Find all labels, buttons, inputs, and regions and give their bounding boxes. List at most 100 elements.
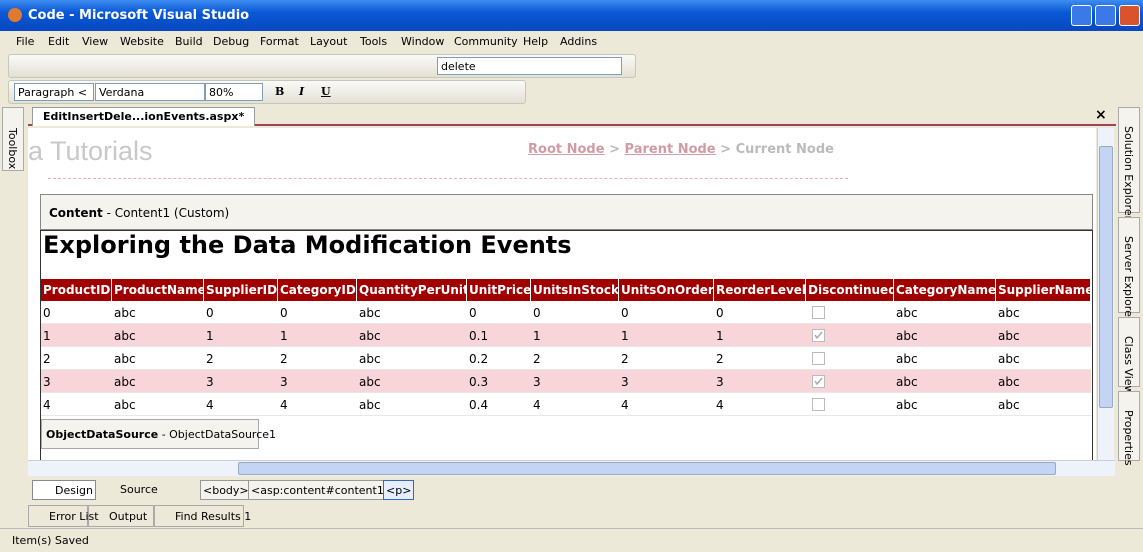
checkbox: [812, 398, 825, 411]
menu-item[interactable]: Addins: [560, 35, 598, 48]
table-cell: abc: [896, 329, 918, 343]
breadcrumb-link[interactable]: Root Node: [528, 142, 605, 157]
scroll-thumb[interactable]: [1099, 146, 1113, 408]
zoom-select[interactable]: 80%: [205, 83, 263, 101]
document-tab[interactable]: EditInsertDele...ionEvents.aspx*: [32, 107, 256, 126]
table-cell: 3: [621, 375, 629, 389]
table-cell: 2: [716, 352, 724, 366]
close-button[interactable]: [1119, 5, 1140, 26]
tag-path-item[interactable]: <body>: [200, 480, 252, 500]
menu-item[interactable]: View: [82, 35, 109, 48]
table-cell: 2: [206, 352, 214, 366]
table-cell: 4: [533, 398, 541, 412]
column-header[interactable]: ReorderLevel: [714, 279, 806, 301]
font-select[interactable]: Verdana: [95, 83, 205, 101]
page-heading: Exploring the Data Modification Events: [43, 231, 572, 259]
table-cell: 0: [280, 306, 288, 320]
side-tab[interactable]: Class View: [1118, 317, 1140, 395]
column-header[interactable]: QuantityPerUnit: [357, 279, 467, 301]
site-title: a Tutorials: [28, 136, 153, 166]
table-cell: 2: [280, 352, 288, 366]
column-header[interactable]: SupplierID: [204, 279, 278, 301]
table-cell: 0.1: [469, 329, 489, 343]
table-cell: 3: [533, 375, 541, 389]
side-tab[interactable]: Server Explorer: [1118, 217, 1140, 321]
table-cell: abc: [359, 398, 381, 412]
table-cell: 0: [43, 306, 51, 320]
view-tab[interactable]: Design: [32, 480, 96, 500]
standard-toolbar: delete: [8, 54, 636, 78]
side-tab[interactable]: Properties: [1118, 391, 1140, 466]
table-cell: abc: [998, 398, 1020, 412]
column-header[interactable]: UnitsInStock: [531, 279, 619, 301]
tag-path-item[interactable]: <p>: [383, 480, 415, 500]
check-mark: [814, 377, 823, 386]
table-cell: 0.4: [469, 398, 489, 412]
menu-item[interactable]: Debug: [213, 35, 250, 48]
tool-window-tab[interactable]: Output: [88, 505, 154, 527]
table-cell: abc: [114, 375, 136, 389]
column-header[interactable]: Discontinued: [806, 279, 894, 301]
table-cell: abc: [114, 398, 136, 412]
side-tab[interactable]: Solution Explorer: [1118, 107, 1140, 220]
control-id: - ObjectDataSource1: [161, 428, 277, 441]
menu-item[interactable]: Build: [175, 35, 203, 48]
menu-item[interactable]: Community: [454, 35, 518, 48]
maximize-button[interactable]: [1095, 5, 1116, 26]
column-header[interactable]: UnitPrice: [467, 279, 531, 301]
checkbox: [812, 375, 825, 388]
menu-item[interactable]: Tools: [360, 35, 388, 48]
side-tab-label: Properties: [1122, 410, 1135, 466]
view-tab[interactable]: Source: [120, 483, 158, 496]
table-cell: 3: [43, 375, 51, 389]
checkbox: [812, 329, 825, 342]
tool-window-tabs: Error List Output Find Results 1: [28, 505, 428, 527]
table-cell: abc: [114, 352, 136, 366]
tool-window-tab[interactable]: Find Results 1: [154, 505, 251, 527]
menu-item[interactable]: Window: [401, 35, 445, 48]
column-header[interactable]: SupplierName: [996, 279, 1091, 301]
object-data-source[interactable]: ObjectDataSource - ObjectDataSource1: [41, 419, 276, 449]
tag-path-item[interactable]: <asp:content#content1>: [248, 480, 397, 500]
block-format-select[interactable]: Paragraph <: [14, 83, 94, 101]
tool-window-tab[interactable]: Error List: [28, 505, 99, 527]
close-document[interactable]: ×: [1095, 107, 1107, 123]
column-header[interactable]: ProductID: [41, 279, 112, 301]
menu-item[interactable]: Format: [260, 35, 299, 48]
breadcrumb-link[interactable]: Parent Node: [624, 142, 716, 157]
column-header[interactable]: ProductName: [112, 279, 204, 301]
column-header[interactable]: CategoryName: [894, 279, 996, 301]
table-cell: abc: [998, 375, 1020, 389]
table-cell: 1: [533, 329, 541, 343]
table-cell: 2: [43, 352, 51, 366]
bold-button[interactable]: B: [275, 85, 285, 98]
menu-item[interactable]: Website: [120, 35, 164, 48]
content-region-header: Content - Content1 (Custom): [40, 194, 1093, 230]
toolbox-label: Toolbox: [6, 128, 19, 170]
menu-item[interactable]: Layout: [310, 35, 348, 48]
table-cell: abc: [896, 352, 918, 366]
toolbox-tab[interactable]: Toolbox: [2, 107, 24, 171]
menu-item[interactable]: Edit: [48, 35, 70, 48]
horizontal-scrollbar[interactable]: [28, 460, 1115, 476]
underline-button[interactable]: U: [321, 85, 331, 98]
table-cell: 4: [621, 398, 629, 412]
scroll-thumb[interactable]: [238, 462, 1056, 475]
vertical-scrollbar[interactable]: [1097, 128, 1114, 460]
column-header[interactable]: CategoryID: [278, 279, 357, 301]
side-tab-label: Solution Explorer: [1122, 126, 1135, 221]
minimize-button[interactable]: [1071, 5, 1092, 26]
table-row: [41, 347, 1091, 370]
table-cell: 0.3: [469, 375, 489, 389]
italic-button[interactable]: I: [299, 85, 305, 98]
table-cell: 1: [280, 329, 288, 343]
table-row: [41, 301, 1091, 324]
table-cell: 2: [533, 352, 541, 366]
column-header[interactable]: UnitsOnOrder: [619, 279, 714, 301]
menu-item[interactable]: Help: [523, 35, 549, 48]
find-box[interactable]: delete: [437, 57, 622, 75]
menu-item[interactable]: File: [16, 35, 35, 48]
table-cell: abc: [896, 375, 918, 389]
table-cell: abc: [998, 306, 1020, 320]
table-row: [41, 370, 1091, 393]
